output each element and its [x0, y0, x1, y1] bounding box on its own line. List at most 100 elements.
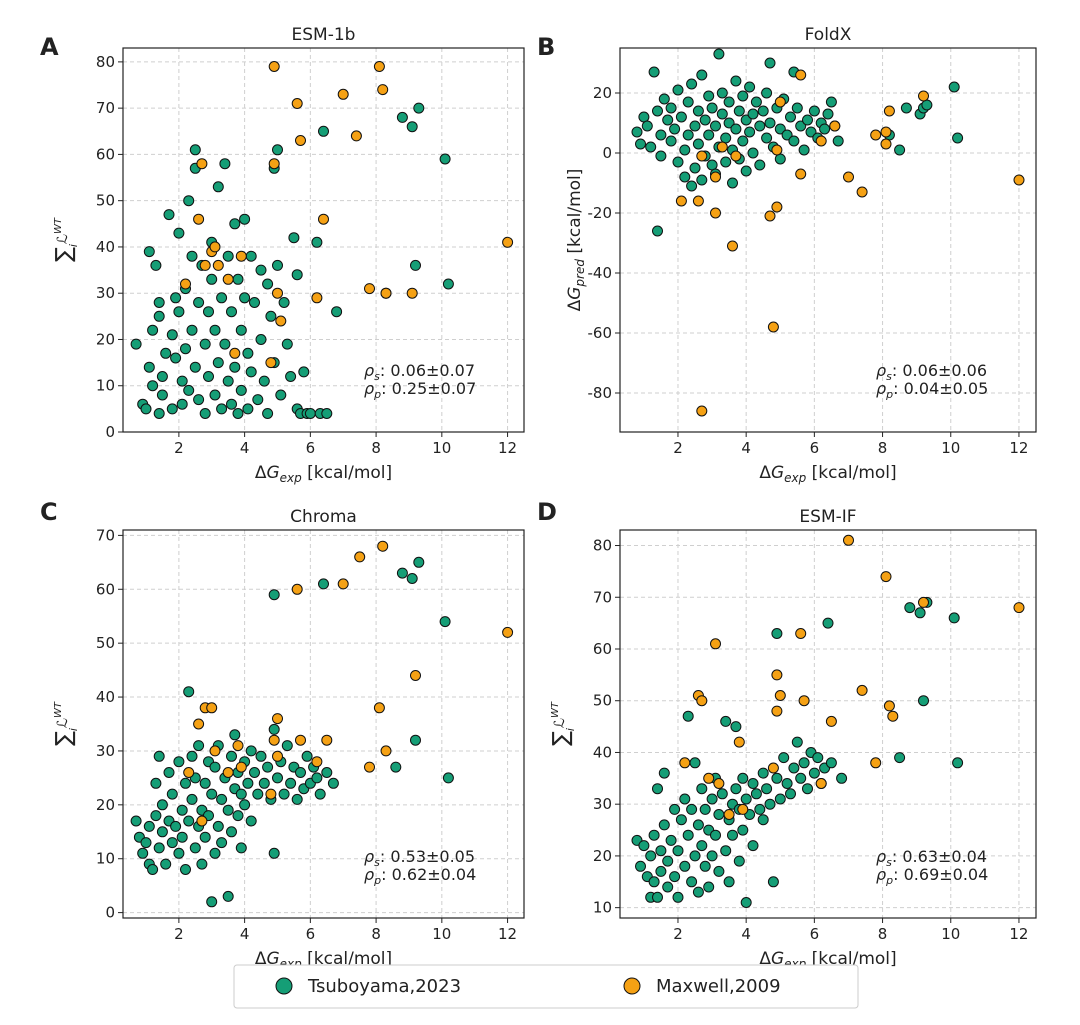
data-point [771, 772, 783, 784]
x-tick-label: 10 [941, 439, 960, 457]
data-point [196, 858, 208, 870]
data-point [327, 777, 339, 789]
data-point [798, 757, 810, 769]
data-point [298, 366, 310, 378]
data-point [380, 745, 392, 757]
x-tick-label: 12 [1009, 925, 1028, 943]
data-point [692, 819, 704, 831]
data-point [781, 129, 793, 141]
data-point [442, 278, 454, 290]
data-point [737, 90, 749, 102]
data-point [815, 135, 827, 147]
y-tick-label: -60 [588, 324, 613, 342]
data-point [193, 394, 205, 406]
data-point [733, 736, 745, 748]
data-point [268, 158, 280, 170]
data-point [255, 334, 267, 345]
data-point [645, 850, 657, 862]
data-point [413, 102, 425, 114]
y-axis-label: ΔGpred [kcal/mol] [565, 169, 587, 312]
data-point [648, 876, 660, 888]
data-point [380, 287, 392, 299]
data-point [186, 793, 198, 805]
data-point [160, 858, 172, 870]
data-point [679, 757, 691, 769]
y-tick-label: 70 [96, 526, 115, 544]
data-point [1013, 174, 1025, 186]
data-point [706, 159, 718, 171]
data-point [189, 842, 201, 854]
stat-rho-s: ρs: 0.06±0.07 [364, 361, 475, 383]
panel-title: Chroma [290, 507, 357, 527]
data-point [652, 105, 663, 117]
y-axis-label: ∑iℒWT [52, 217, 80, 262]
data-point [900, 102, 912, 114]
data-point [291, 98, 303, 109]
data-point [713, 48, 725, 60]
data-point [364, 283, 375, 295]
data-point [750, 788, 762, 800]
panel-title: ESM-1b [292, 25, 356, 45]
data-point [723, 117, 735, 129]
data-point [805, 126, 817, 138]
data-point [396, 111, 408, 123]
data-point [166, 403, 178, 415]
data-point [281, 338, 293, 350]
data-point [757, 767, 769, 779]
data-point [795, 772, 807, 784]
data-point [272, 287, 283, 299]
y-tick-label: 60 [593, 640, 612, 658]
data-point [272, 713, 283, 725]
y-tick-label: 10 [96, 850, 115, 868]
data-point [829, 120, 841, 132]
data-point [295, 135, 306, 146]
panel-a: A ESM-1b 2 4 6 8 10 12 0 10 20 30 40 50 60 70 80 ΔGexp [k… [40, 25, 525, 485]
data-point [774, 153, 786, 165]
data-point [203, 306, 214, 318]
y-tick-label: 0 [105, 904, 115, 922]
data-point [186, 750, 198, 762]
panel-letter: A [40, 33, 59, 61]
data-point [689, 162, 701, 174]
data-point [652, 225, 663, 237]
data-point [314, 788, 326, 800]
data-point [795, 120, 807, 132]
data-point [713, 778, 725, 789]
data-point [672, 156, 684, 168]
data-point [242, 777, 254, 789]
data-point [723, 96, 735, 108]
data-point [774, 123, 786, 135]
data-point [180, 278, 191, 290]
data-point [255, 750, 267, 762]
data-point [268, 847, 280, 859]
data-point [150, 259, 162, 271]
data-point [288, 232, 300, 244]
data-point [295, 767, 306, 778]
data-point [655, 865, 667, 877]
data-point [720, 845, 732, 857]
x-axis-label: ΔGexp [kcal/mol] [759, 949, 896, 971]
data-point [870, 757, 882, 769]
data-point [686, 180, 698, 192]
data-point [285, 371, 297, 382]
data-point [747, 778, 759, 789]
series-maxwell [675, 69, 1025, 417]
data-point [147, 380, 159, 392]
data-point [229, 347, 241, 359]
data-point [733, 105, 745, 117]
data-point [502, 626, 514, 638]
data-point [350, 130, 362, 142]
data-point [706, 793, 718, 805]
data-point [212, 820, 224, 832]
data-point [410, 259, 421, 271]
data-point [716, 788, 728, 800]
data-point [672, 845, 684, 857]
data-point [771, 705, 783, 717]
panel-letter: C [40, 498, 58, 526]
data-point [710, 171, 721, 183]
y-tick-label: -80 [588, 384, 613, 402]
data-point [825, 715, 837, 727]
x-tick-label: 2 [174, 925, 184, 943]
data-point [232, 273, 244, 285]
data-point [679, 793, 691, 805]
